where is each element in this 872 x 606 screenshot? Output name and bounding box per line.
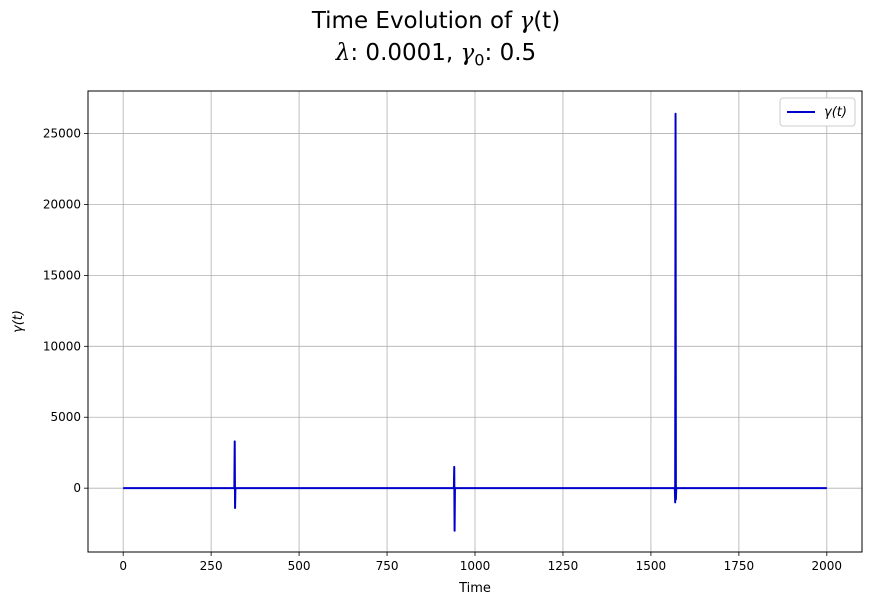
title-suffix: (t) bbox=[533, 8, 561, 34]
title-gamma0-symbol: γ bbox=[460, 40, 475, 66]
y-tick-label: 0 bbox=[73, 481, 81, 495]
title-prefix: Time Evolution of bbox=[311, 8, 520, 34]
x-tick-label: 1000 bbox=[460, 559, 491, 573]
x-tick-label: 1750 bbox=[724, 559, 755, 573]
grid-lines bbox=[88, 91, 862, 552]
x-tick-label: 2000 bbox=[812, 559, 843, 573]
legend: γ(t) bbox=[779, 97, 856, 127]
x-tick-label: 1500 bbox=[636, 559, 667, 573]
y-tick-label: 20000 bbox=[43, 197, 81, 211]
legend-box bbox=[779, 97, 856, 127]
series-line bbox=[123, 112, 827, 532]
x-axis-ticks: 0 250 500 750 1000 1250 1500 1750 2000 bbox=[119, 552, 842, 573]
x-axis-label: Time bbox=[458, 581, 491, 596]
title-gamma0-value: : 0.5 bbox=[484, 40, 537, 66]
title-gamma0-subscript: 0 bbox=[474, 50, 485, 70]
y-axis-ticks: 0 5000 10000 15000 20000 25000 bbox=[43, 127, 88, 495]
x-tick-label: 500 bbox=[288, 559, 311, 573]
x-tick-label: 750 bbox=[376, 559, 399, 573]
x-tick-label: 250 bbox=[200, 559, 223, 573]
y-tick-label: 15000 bbox=[43, 268, 81, 282]
series-layer bbox=[123, 112, 827, 532]
x-tick-label: 0 bbox=[119, 559, 127, 573]
x-tick-label: 1250 bbox=[548, 559, 579, 573]
chart-title-line-2: λ: 0.0001, γ0: 0.5 bbox=[0, 40, 872, 70]
legend-entry: γ(t) bbox=[824, 105, 847, 120]
chart-title-line-1: Time Evolution of γ(t) bbox=[0, 8, 872, 34]
title-gamma-symbol: γ bbox=[519, 8, 534, 34]
y-tick-label: 25000 bbox=[43, 127, 81, 141]
y-axis-label: γ(t) bbox=[11, 310, 26, 333]
title-lambda-symbol: λ bbox=[335, 40, 351, 66]
y-tick-label: 5000 bbox=[50, 410, 81, 424]
y-tick-label: 10000 bbox=[43, 339, 81, 353]
title-lambda-value: : 0.0001, bbox=[350, 40, 461, 66]
